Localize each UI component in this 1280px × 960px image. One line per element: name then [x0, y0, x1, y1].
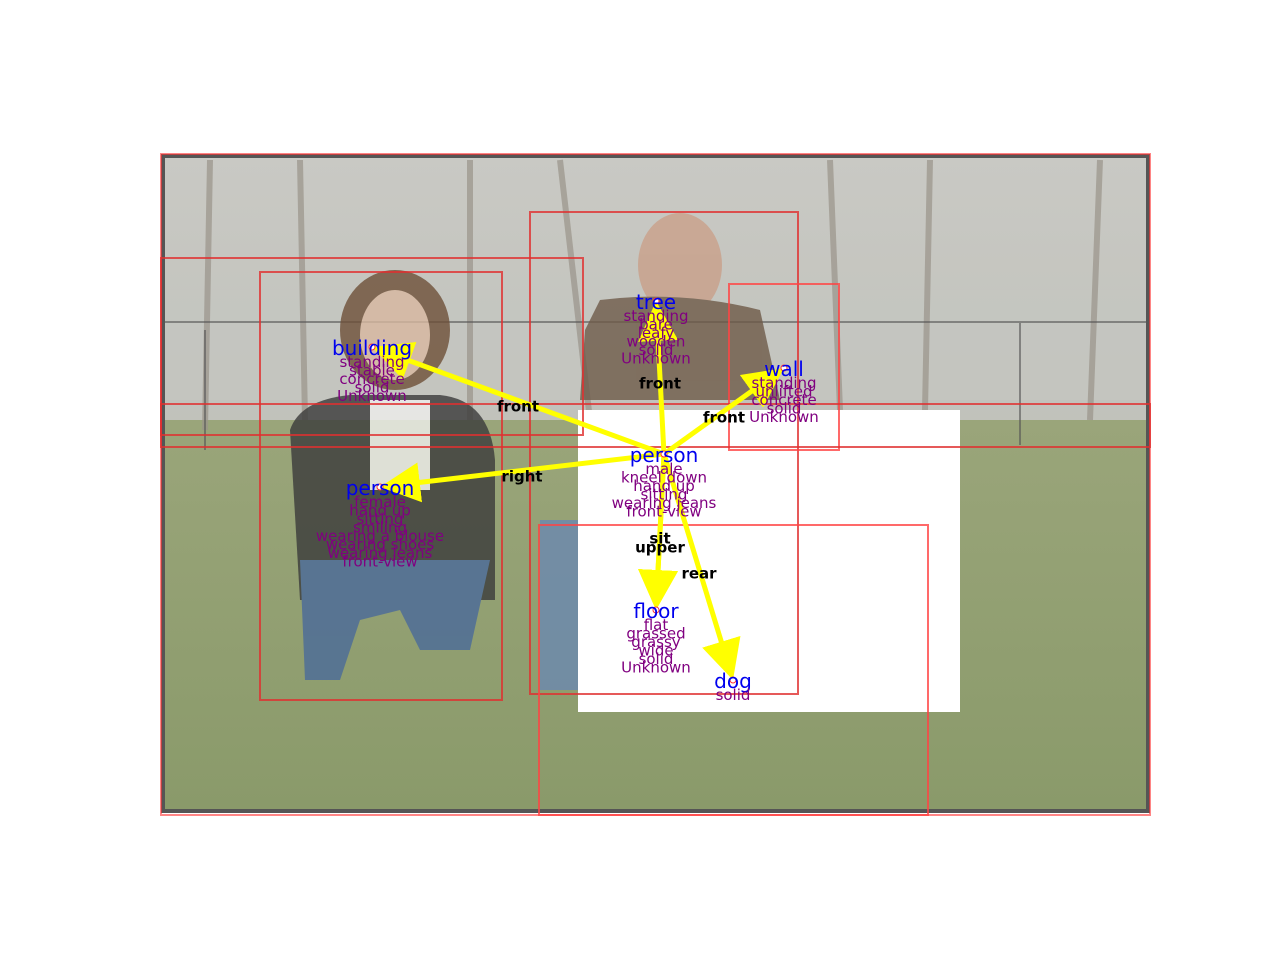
attribute-label: wide — [638, 642, 673, 660]
attribute-label: standing — [623, 307, 688, 325]
attribute-label: Unknown — [337, 387, 407, 405]
attribute-label: male — [645, 460, 682, 478]
attribute-label: wearing shoes — [326, 536, 435, 554]
node-marker — [780, 364, 788, 372]
relation-arrow-upper — [638, 453, 679, 610]
relation-arrow-rear — [661, 453, 741, 681]
attribute-label: Unknown — [749, 408, 819, 426]
bbox-wall — [160, 403, 1151, 448]
object-nodes: buildingstandingstableconcretesolidUnkno… — [316, 290, 819, 704]
attribute-label: standing — [339, 353, 404, 371]
attribute-label: wearing jeans — [328, 544, 433, 562]
node-marker — [660, 450, 668, 458]
object-label: dog — [714, 669, 752, 693]
attribute-label: wearing jeans — [612, 494, 717, 512]
attribute-label: Unknown — [621, 659, 691, 677]
occlusion-patch — [578, 410, 960, 712]
attribute-label: hand up — [349, 502, 411, 520]
attribute-label: solid — [767, 400, 802, 418]
attribute-label: leafy — [638, 324, 675, 342]
attribute-label: female — [354, 493, 406, 511]
attribute-label: bare — [639, 316, 673, 334]
attribute-label: wearing a blouse — [316, 527, 444, 545]
attribute-label: solid — [639, 650, 674, 668]
attribute-label: hand up — [633, 477, 695, 495]
attribute-label: standing — [751, 374, 816, 392]
attribute-label: solid — [355, 379, 390, 397]
photo-frame — [161, 154, 1150, 813]
relation-arrow-front — [662, 368, 784, 457]
attribute-label: front-view — [626, 503, 701, 521]
relation-arrow-right — [379, 451, 665, 503]
attribute-label: grassy — [631, 633, 681, 651]
attribute-label: flat — [644, 616, 669, 634]
object-label: person — [346, 476, 415, 500]
attribute-label: Unknown — [621, 350, 691, 368]
node-marker — [368, 343, 376, 351]
relation-label-front: front — [497, 398, 539, 416]
attribute-label: front-view — [342, 553, 417, 571]
bbox-person-man — [529, 211, 799, 695]
object-label: building — [332, 336, 412, 360]
attribute-label: unlifted — [756, 383, 813, 401]
object-label: floor — [633, 599, 679, 623]
attribute-label: wooden — [627, 333, 686, 351]
relation-label-sit: sit — [649, 530, 670, 548]
object-label: wall — [764, 357, 804, 381]
attribute-label: sitting — [357, 510, 404, 528]
bbox-dog — [538, 524, 929, 816]
attribute-label: kneel down — [621, 469, 707, 487]
node-marker — [652, 297, 660, 305]
relation-label-front: front — [639, 375, 681, 393]
relation-label-right: right — [501, 468, 542, 486]
attribute-label: sitting — [641, 486, 688, 504]
relation-label-front: front — [703, 409, 745, 427]
bounding-boxes — [160, 153, 1151, 816]
attribute-label: stable — [349, 362, 395, 380]
node-marker — [729, 676, 737, 684]
node-marker — [376, 483, 384, 491]
relation-arrow-front — [638, 301, 679, 455]
attribute-label: concrete — [751, 391, 816, 409]
attribute-label: grassed — [626, 625, 685, 643]
node-building: buildingstandingstableconcretesolidUnkno… — [332, 336, 412, 405]
object-label: person — [630, 443, 699, 467]
object-label: tree — [636, 290, 676, 314]
attribute-label: concrete — [339, 370, 404, 388]
bbox-wall-small — [728, 283, 840, 451]
attribute-label: solid — [639, 341, 674, 359]
relation-label-rear: rear — [681, 565, 717, 583]
node-marker — [652, 606, 660, 614]
relation-arrows — [372, 301, 784, 681]
attribute-label: smiling — [353, 519, 407, 537]
bbox-building — [160, 257, 584, 436]
bbox-person-woman — [259, 271, 503, 701]
relation-arrow-front — [372, 341, 665, 457]
attribute-label: solid — [716, 686, 751, 704]
relation-label-upper: upper — [635, 539, 685, 557]
